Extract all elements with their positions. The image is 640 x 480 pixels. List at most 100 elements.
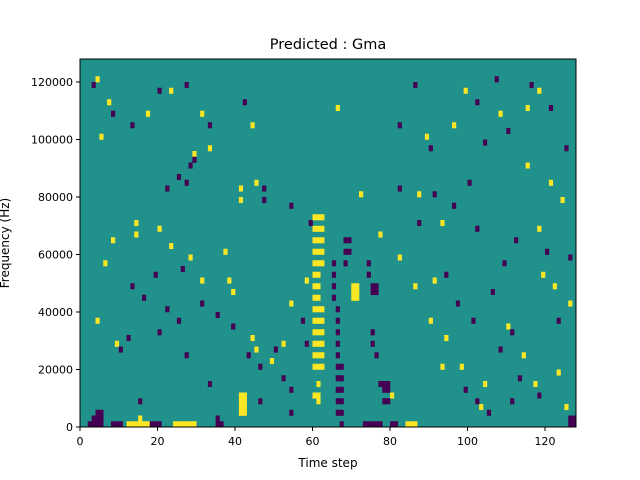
heatmap-cell-low bbox=[95, 415, 100, 422]
y-tick-label: 20000 bbox=[38, 364, 73, 377]
heatmap-cell-low bbox=[545, 248, 550, 255]
heatmap-cell-high bbox=[320, 363, 325, 370]
heatmap-cell-high bbox=[459, 363, 464, 370]
heatmap-cell-low bbox=[118, 421, 123, 428]
heatmap-cell-low bbox=[374, 283, 379, 290]
heatmap-cell-low bbox=[180, 266, 185, 273]
heatmap-cell-high bbox=[320, 352, 325, 359]
heatmap-cell-high bbox=[564, 404, 569, 411]
heatmap-cell-high bbox=[173, 421, 178, 428]
y-tick-label: 60000 bbox=[38, 249, 73, 262]
x-tick-label: 0 bbox=[77, 435, 84, 448]
heatmap-cell-low bbox=[374, 352, 379, 359]
heatmap-cell-low bbox=[393, 421, 399, 428]
heatmap-cell-high bbox=[200, 277, 205, 284]
heatmap-cell-high bbox=[409, 421, 414, 428]
heatmap-cell-low bbox=[339, 409, 344, 416]
heatmap-cell-high bbox=[238, 185, 244, 192]
heatmap-cell-low bbox=[289, 202, 294, 209]
heatmap-cell-high bbox=[312, 237, 317, 244]
heatmap-cell-high bbox=[312, 363, 317, 370]
heatmap-cell-low bbox=[510, 329, 515, 336]
heatmap-cell-high bbox=[525, 162, 530, 169]
heatmap-cell-high bbox=[552, 283, 557, 290]
heatmap-cell-low bbox=[99, 415, 104, 422]
heatmap-cell-low bbox=[157, 329, 162, 336]
heatmap-cell-high bbox=[238, 197, 244, 204]
heatmap-cell-high bbox=[316, 329, 321, 336]
heatmap-cell-low bbox=[91, 421, 96, 428]
heatmap-cell-high bbox=[242, 404, 247, 411]
heatmap-cell-high bbox=[452, 122, 457, 129]
heatmap-cell-high bbox=[506, 323, 511, 330]
heatmap-cell-low bbox=[502, 260, 507, 267]
heatmap-cell-low bbox=[335, 409, 340, 416]
heatmap-cell-low bbox=[331, 294, 337, 301]
heatmap-cell-low bbox=[362, 421, 368, 428]
heatmap-cell-low bbox=[517, 375, 523, 382]
heatmap-cell-low bbox=[339, 386, 344, 393]
heatmap-cell-high bbox=[316, 306, 321, 313]
heatmap-cell-high bbox=[180, 421, 185, 428]
heatmap-cell-high bbox=[316, 398, 321, 405]
heatmap-cell-low bbox=[111, 421, 116, 428]
heatmap-cell-high bbox=[134, 220, 139, 227]
heatmap-cell-high bbox=[463, 87, 468, 94]
heatmap-cell-high bbox=[312, 248, 317, 255]
heatmap-cell-low bbox=[455, 300, 461, 307]
heatmap-cell-low bbox=[537, 392, 542, 399]
heatmap-cell-low bbox=[428, 145, 433, 152]
heatmap-cell-high bbox=[320, 260, 325, 267]
x-tick-label: 20 bbox=[151, 435, 165, 448]
y-tick-label: 0 bbox=[66, 421, 73, 434]
heatmap-cell-low bbox=[386, 398, 391, 405]
heatmap-cell-low bbox=[467, 179, 472, 186]
heatmap-cell-high bbox=[440, 363, 445, 370]
heatmap-cell-low bbox=[529, 82, 534, 89]
heatmap-cell-low bbox=[486, 409, 492, 416]
heatmap-cell-high bbox=[250, 122, 255, 129]
heatmap-cell-low bbox=[498, 346, 503, 353]
heatmap-cell-high bbox=[281, 340, 286, 347]
plot-frame bbox=[79, 58, 577, 428]
heatmap-cell-high bbox=[320, 340, 325, 347]
heatmap-cell-high bbox=[200, 110, 205, 117]
heatmap-cell-low bbox=[378, 421, 383, 428]
heatmap-cell-high bbox=[537, 225, 542, 232]
heatmap-cell-low bbox=[207, 381, 213, 388]
heatmap-cell-low bbox=[374, 421, 379, 428]
heatmap-cell-high bbox=[176, 421, 182, 428]
x-axis-label: Time step bbox=[297, 456, 357, 470]
heatmap-cell-low bbox=[335, 340, 340, 347]
heatmap-cell-high bbox=[312, 392, 317, 399]
heatmap-cell-low bbox=[382, 386, 387, 393]
heatmap-cell-low bbox=[556, 317, 561, 324]
heatmap-cell-low bbox=[382, 381, 387, 388]
heatmap-cell-high bbox=[533, 381, 538, 388]
heatmap-cell-high bbox=[130, 421, 135, 428]
heatmap-cell-low bbox=[149, 421, 154, 428]
heatmap-cell-high bbox=[238, 392, 244, 399]
heatmap-cell-high bbox=[107, 99, 112, 106]
heatmap-cell-low bbox=[475, 398, 480, 405]
heatmap-cell-high bbox=[184, 421, 189, 428]
heatmap-cell-low bbox=[114, 421, 120, 428]
heatmap-cell-high bbox=[405, 421, 410, 428]
heatmap-cell-low bbox=[207, 122, 213, 129]
heatmap-cell-high bbox=[316, 363, 321, 370]
heatmap-cell-high bbox=[424, 133, 430, 140]
heatmap-cell-low bbox=[335, 352, 340, 359]
y-tick-label: 80000 bbox=[38, 191, 73, 204]
heatmap-cell-low bbox=[413, 82, 418, 89]
heatmap-cell-high bbox=[355, 289, 360, 296]
heatmap-cell-high bbox=[242, 392, 247, 399]
heatmap-cell-high bbox=[188, 421, 193, 428]
heatmap-cell-high bbox=[111, 237, 116, 244]
heatmap-cell-high bbox=[145, 110, 151, 117]
y-tick-label: 100000 bbox=[31, 134, 73, 147]
heatmap-cells bbox=[87, 76, 577, 428]
heatmap-cell-high bbox=[444, 335, 449, 342]
heatmap-cell-low bbox=[568, 415, 573, 422]
heatmap-cell-low bbox=[273, 346, 278, 353]
heatmap-cell-high bbox=[126, 421, 131, 428]
